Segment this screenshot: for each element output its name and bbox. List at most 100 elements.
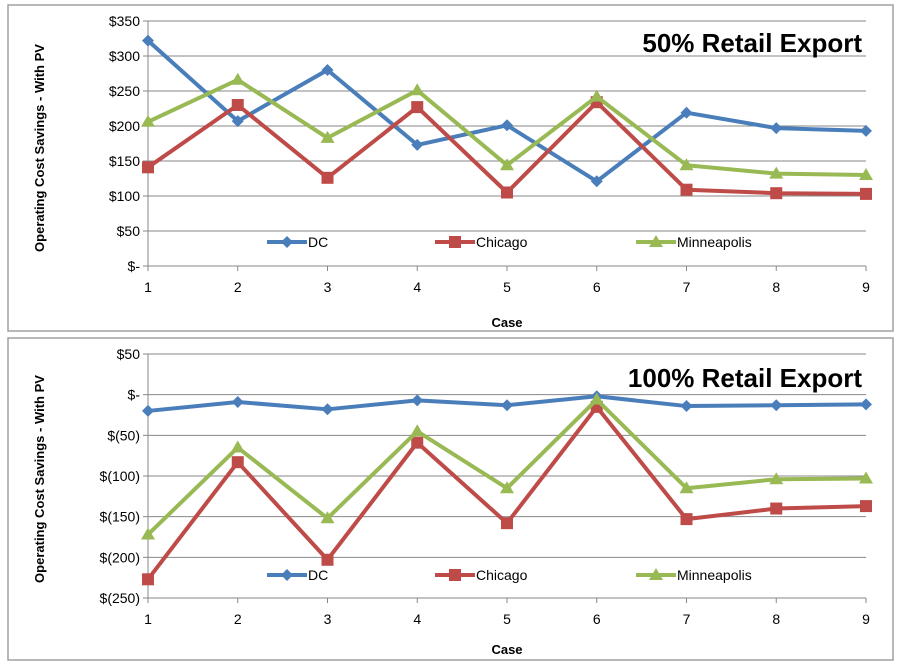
point-dc <box>501 119 513 132</box>
point-minneapolis <box>410 83 425 96</box>
point-minneapolis <box>320 130 335 143</box>
point-dc <box>321 64 334 76</box>
y-tick-label: $- <box>128 387 141 403</box>
y-tick-label: $100 <box>109 188 140 204</box>
point-dc <box>411 394 424 407</box>
chart-frame <box>7 337 894 661</box>
point-chicago <box>501 186 513 199</box>
y-tick-label: $200 <box>109 118 140 134</box>
x-tick-label: 8 <box>772 611 780 627</box>
point-chicago <box>142 573 154 586</box>
legend-marker <box>649 568 663 580</box>
chart-1: $- $50 $100 $150 $200 $250 $300 $350 1 2 3 4 5 6 7 8 9 Ca… <box>7 4 894 332</box>
point-chicago <box>231 99 244 111</box>
legend-marker <box>281 569 293 581</box>
x-tick-label: 1 <box>144 279 152 295</box>
point-dc <box>142 34 154 47</box>
point-dc <box>590 175 603 188</box>
y-tick-label: $250 <box>109 83 140 99</box>
x-tick-label: 1 <box>144 611 152 627</box>
point-dc <box>231 115 244 128</box>
legend-label-chicago: Chicago <box>476 234 528 250</box>
point-chicago <box>501 517 513 530</box>
y-tick-label: $350 <box>109 13 140 29</box>
x-tick-label: 9 <box>862 611 870 627</box>
y-tick-label: $50 <box>117 223 141 239</box>
point-chicago <box>680 183 693 196</box>
point-minneapolis <box>500 481 514 494</box>
point-dc <box>770 122 783 135</box>
y-tick-label: $(150) <box>100 509 140 525</box>
point-chicago <box>770 502 783 515</box>
point-dc <box>142 404 154 417</box>
legend-label-minneapolis: Minneapolis <box>677 234 752 250</box>
y-tick-label: $150 <box>109 153 140 169</box>
point-chicago <box>142 161 154 174</box>
point-dc <box>860 124 872 137</box>
point-chicago <box>321 171 334 184</box>
chart-title: 100% Retail Export <box>628 363 862 393</box>
legend-label-chicago: Chicago <box>476 567 528 583</box>
legend-marker <box>281 236 293 248</box>
y-axis-title: Operating Cost Savings - With PV <box>32 44 47 252</box>
x-tick-label: 7 <box>683 279 691 295</box>
y-tick-label: $- <box>128 258 141 274</box>
y-tick-label: $50 <box>117 346 141 362</box>
y-tick-label: $(50) <box>107 427 140 443</box>
x-tick-label: 6 <box>593 611 601 627</box>
point-minneapolis <box>320 511 335 524</box>
legend-marker <box>449 236 461 248</box>
point-chicago <box>860 187 872 200</box>
point-minneapolis <box>859 471 873 484</box>
point-minneapolis <box>141 114 155 127</box>
y-tick-label: $(100) <box>100 468 140 484</box>
point-dc <box>770 399 783 412</box>
legend-label-minneapolis: Minneapolis <box>677 567 752 583</box>
y-tick-label: $(250) <box>100 590 140 606</box>
point-dc <box>860 398 872 411</box>
x-tick-label: 5 <box>503 611 511 627</box>
point-dc <box>231 395 244 408</box>
x-axis-title: Case <box>491 642 522 657</box>
legend-label-dc: DC <box>308 567 328 583</box>
x-tick-label: 3 <box>324 611 332 627</box>
point-chicago <box>411 436 424 449</box>
x-tick-label: 5 <box>503 279 511 295</box>
point-chicago <box>411 101 424 114</box>
point-minneapolis <box>679 481 694 494</box>
legend-label-dc: DC <box>308 234 328 250</box>
y-tick-label: $300 <box>109 48 140 64</box>
point-chicago <box>680 513 693 526</box>
point-chicago <box>321 553 334 566</box>
point-minneapolis <box>769 472 784 485</box>
point-minneapolis <box>500 158 514 171</box>
y-tick-label: $(200) <box>100 549 140 565</box>
point-minneapolis <box>410 424 425 437</box>
point-chicago <box>860 500 872 513</box>
point-minneapolis <box>230 72 245 85</box>
x-tick-label: 7 <box>683 611 691 627</box>
x-tick-label: 6 <box>593 279 601 295</box>
point-chicago <box>231 456 244 469</box>
point-chicago <box>770 187 783 200</box>
point-minneapolis <box>589 89 604 102</box>
chart-2: $(250) $(200) $(150) $(100) $(50) $- $50 1 2 3 4 5 6… <box>7 337 894 661</box>
point-minneapolis <box>769 166 784 179</box>
point-minneapolis <box>589 392 604 405</box>
legend-marker <box>449 569 461 581</box>
x-tick-label: 2 <box>234 611 242 627</box>
chart-title: 50% Retail Export <box>642 28 862 58</box>
point-minneapolis <box>679 158 694 171</box>
x-tick-label: 4 <box>413 611 421 627</box>
point-dc <box>680 106 693 119</box>
point-dc <box>321 403 334 416</box>
point-minneapolis <box>859 168 873 180</box>
x-tick-label: 8 <box>772 279 780 295</box>
chart-frame <box>7 4 894 332</box>
point-dc <box>411 138 424 151</box>
point-dc <box>680 400 693 413</box>
x-tick-label: 4 <box>413 279 421 295</box>
point-minneapolis <box>230 440 245 453</box>
point-minneapolis <box>141 527 155 540</box>
